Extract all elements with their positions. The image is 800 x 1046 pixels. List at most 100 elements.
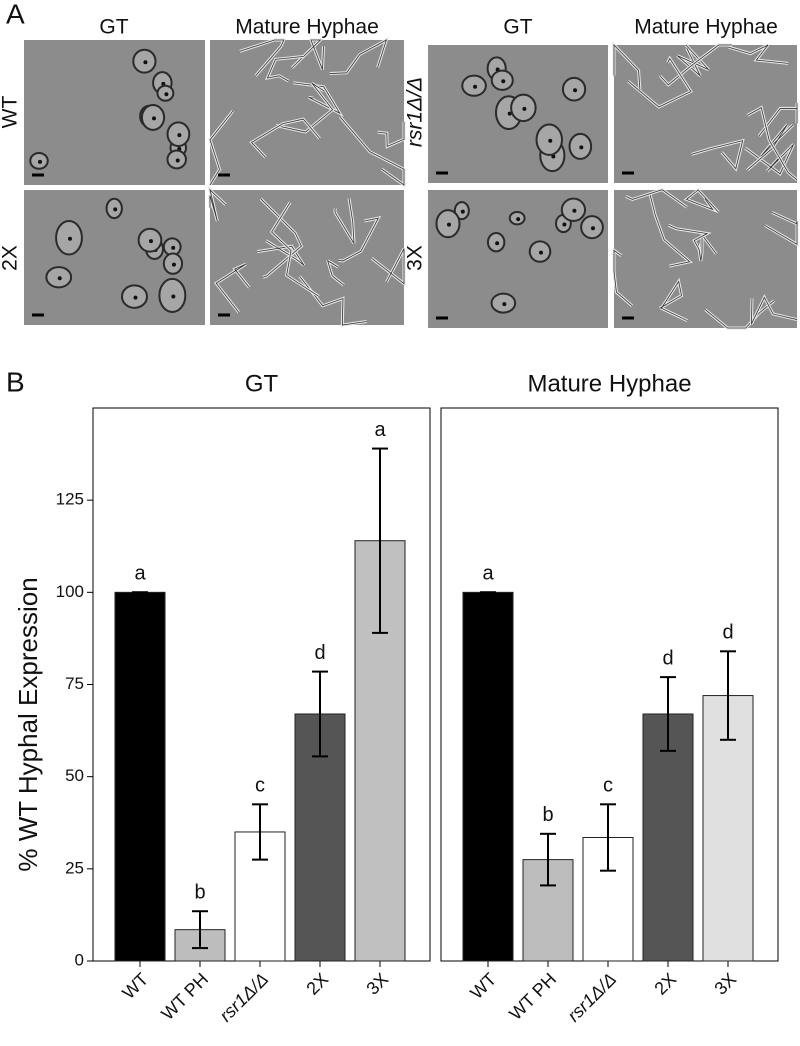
nucleus [562,222,567,227]
nucleus [148,239,153,244]
hypha-edge [334,198,355,244]
x-tick-label: WT [466,969,500,1003]
nucleus [133,295,138,300]
nucleus [507,111,512,116]
column-header: Mature Hyphae [235,16,379,39]
micrograph [428,190,608,328]
hypha-edge [250,118,320,158]
column-header: Mature Hyphae [634,16,778,39]
x-tick-label: 3X [710,969,740,999]
y-tick-label: 75 [65,674,84,693]
nucleus [579,145,584,150]
hypha-edge [627,57,692,108]
micrograph-bg [210,190,404,325]
chart-title: GT [245,370,279,397]
hypha-edge [209,110,234,186]
error-bar [312,670,328,758]
nucleus [57,276,62,281]
nucleus [446,222,451,227]
nucleus [67,236,72,241]
micrograph [428,45,608,183]
significance-letter: a [374,419,386,441]
hypha-edge [691,140,744,170]
column-header: GT [503,16,532,39]
nucleus [516,217,521,222]
nucleus [573,88,578,93]
significance-letter: b [542,804,553,826]
y-tick-label: 25 [65,858,84,877]
nucleus [473,84,478,89]
error-bar [600,803,616,872]
micrograph [612,41,799,183]
micrograph [612,187,799,330]
error-bar [660,676,676,752]
y-tick-label: 100 [56,582,84,601]
bar [462,591,514,962]
nucleus [501,79,506,84]
micrograph [207,185,406,327]
nucleus [171,294,176,299]
micrograph [24,190,205,325]
micrograph-bg [614,190,797,328]
error-bar [192,910,208,950]
hypha-edge [668,224,709,251]
hypha-edge [266,55,304,82]
significance-letter: a [482,563,494,585]
hypha-edge [758,103,798,137]
hypha-edge [377,121,405,148]
x-tick-label: WT PH [505,969,560,1024]
hypha-edge [728,44,789,64]
significance-letter: b [194,882,205,904]
row-label: rsr1Δ/Δ [404,77,427,147]
hypha-edge [613,249,633,307]
hypha-edge [327,260,345,286]
nucleus [495,241,500,246]
significance-letter: d [314,642,325,664]
nucleus [548,138,553,143]
hypha-edge [613,44,641,90]
nucleus [522,106,527,111]
micrograph-bg [210,40,404,185]
hypha-edge [747,107,798,181]
hypha-edge [697,233,717,261]
significance-letter: d [722,622,733,644]
hypha-edge [659,280,688,322]
hypha-edge [275,82,334,133]
row-label: 3X [404,245,427,271]
hypha-edge [271,202,320,297]
hypha-edge [685,189,719,213]
nucleus [591,226,596,231]
hypha-edge [299,275,367,326]
hypha-edge [751,296,798,325]
chart-title: Mature Hyphae [527,370,691,397]
row-label: 2X [0,245,22,271]
row-label: WT [0,96,22,129]
hypha-edge [239,39,285,77]
bar [114,591,166,962]
nucleus [152,116,157,121]
x-tick-label: rsr1Δ/Δ [216,969,273,1026]
nucleus [177,133,182,138]
hypha-edge [371,248,405,285]
hypha-edge [704,300,775,329]
x-tick-label: 2X [650,969,680,999]
hypha-edge [215,263,250,313]
column-header: GT [99,16,128,39]
panel-label: B [6,366,25,397]
hypha-edge [744,144,794,175]
nucleus [113,207,118,212]
hypha-edge [339,116,405,186]
hypha-edge [209,188,226,222]
hypha-edge [338,217,380,262]
hypha-edge [677,44,709,77]
hypha-edge [291,39,324,70]
hypha-edge [659,44,732,86]
error-bar [540,832,556,887]
hypha-edge [625,189,688,208]
panel-label: A [6,0,25,29]
hypha-edge [649,193,691,267]
nucleus [539,250,544,255]
x-tick-label: WT [118,969,152,1003]
error-bar [252,803,268,861]
